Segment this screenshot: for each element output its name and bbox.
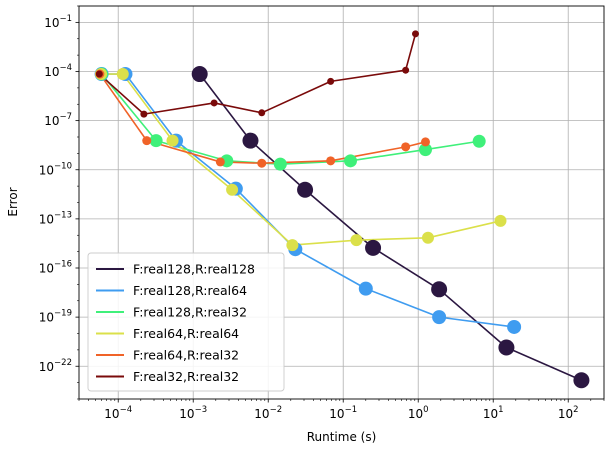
y-tick-exponent: −19 xyxy=(54,309,72,319)
legend-label: F:real128,R:real64 xyxy=(133,283,247,298)
y-tick-mantissa: 10 xyxy=(39,360,54,374)
data-point-series-2 xyxy=(432,310,447,325)
data-point-series-1 xyxy=(498,339,515,356)
y-tick-exponent: −10 xyxy=(54,161,72,171)
x-axis: 10−4 10−3 10−2 10−1 100 101 102 xyxy=(78,399,605,421)
data-point-series-3 xyxy=(273,157,287,171)
x-tick-exponent: 0 xyxy=(423,405,428,415)
x-tick-exponent: −1 xyxy=(345,405,358,415)
x-axis-label: Runtime (s) xyxy=(307,430,377,444)
x-tick-label: 100 xyxy=(408,405,429,421)
data-point-series-6 xyxy=(210,99,218,107)
y-tick-label: 10−13 xyxy=(39,210,72,226)
x-tick-label: 101 xyxy=(483,405,504,421)
data-point-series-4 xyxy=(350,234,363,247)
data-point-series-3 xyxy=(149,134,163,148)
x-tick-mantissa: 10 xyxy=(408,407,423,421)
x-tick-exponent: −3 xyxy=(195,405,208,415)
y-tick-label: 10−4 xyxy=(44,63,72,79)
y-tick-label: 10−16 xyxy=(39,260,72,276)
data-point-series-6 xyxy=(258,109,266,117)
series-line-2 xyxy=(101,73,515,328)
x-tick-mantissa: 10 xyxy=(104,407,119,421)
data-point-series-5 xyxy=(142,136,152,146)
y-tick-label: 10−19 xyxy=(39,309,72,325)
y-tick-exponent: −16 xyxy=(54,260,72,270)
y-axis-label: Error xyxy=(6,187,20,216)
y-tick-exponent: −13 xyxy=(54,210,72,220)
y-tick-mantissa: 10 xyxy=(39,163,54,177)
data-point-series-6 xyxy=(412,30,419,38)
data-point-series-1 xyxy=(297,181,314,198)
series-markers xyxy=(94,30,590,389)
data-point-series-5 xyxy=(401,142,411,152)
y-tick-label: 10−7 xyxy=(44,112,72,128)
y-tick-mantissa: 10 xyxy=(39,262,54,276)
data-point-series-3 xyxy=(418,143,432,157)
x-tick-exponent: −2 xyxy=(270,405,283,415)
legend-label: F:real128,R:real32 xyxy=(133,305,247,320)
data-point-series-3 xyxy=(472,134,486,148)
x-tick-label: 10−2 xyxy=(254,405,282,421)
legend-label: F:real64,R:real64 xyxy=(133,326,239,341)
y-tick-label: 10−10 xyxy=(39,161,72,177)
data-point-series-2 xyxy=(358,281,373,296)
legend-box xyxy=(87,252,285,392)
y-tick-mantissa: 10 xyxy=(39,212,54,226)
x-tick-mantissa: 10 xyxy=(483,407,498,421)
data-point-series-4 xyxy=(116,68,129,81)
data-point-series-3 xyxy=(343,154,357,168)
data-point-series-1 xyxy=(242,132,259,149)
data-point-series-5 xyxy=(215,157,225,167)
x-tick-mantissa: 10 xyxy=(329,407,344,421)
y-tick-mantissa: 10 xyxy=(44,16,59,30)
data-point-series-4 xyxy=(226,183,239,196)
y-tick-label: 10−22 xyxy=(39,358,72,374)
y-tick-exponent: −4 xyxy=(59,63,72,73)
data-point-series-6 xyxy=(402,66,410,74)
x-tick-mantissa: 10 xyxy=(254,407,269,421)
legend: F:real128,R:real128 F:real128,R:real64 F:r… xyxy=(87,252,285,392)
y-tick-exponent: −1 xyxy=(59,14,72,24)
data-point-series-4 xyxy=(494,214,507,227)
x-tick-mantissa: 10 xyxy=(558,407,573,421)
y-tick-mantissa: 10 xyxy=(39,311,54,325)
data-point-series-4 xyxy=(166,134,179,147)
y-tick-mantissa: 10 xyxy=(44,114,59,128)
y-tick-exponent: −7 xyxy=(59,112,72,122)
data-point-series-2 xyxy=(507,319,522,334)
data-point-series-1 xyxy=(191,66,208,83)
data-point-series-4 xyxy=(421,231,434,244)
data-point-series-1 xyxy=(573,372,590,389)
y-tick-exponent: −22 xyxy=(54,358,72,368)
data-point-series-6 xyxy=(327,77,335,85)
x-tick-mantissa: 10 xyxy=(179,407,194,421)
y-tick-mantissa: 10 xyxy=(44,65,59,79)
x-tick-label: 10−3 xyxy=(179,405,207,421)
legend-label: F:real128,R:real128 xyxy=(133,262,255,277)
x-tick-exponent: 1 xyxy=(498,405,503,415)
data-point-series-1 xyxy=(431,281,448,298)
data-point-series-5 xyxy=(326,156,336,166)
data-point-series-4 xyxy=(286,239,299,252)
legend-label: F:real32,R:real32 xyxy=(133,369,239,384)
x-tick-label: 102 xyxy=(558,405,579,421)
data-point-series-1 xyxy=(365,239,382,256)
x-tick-exponent: 2 xyxy=(573,405,578,415)
y-tick-label: 10−1 xyxy=(44,14,72,30)
data-point-series-6 xyxy=(95,70,103,78)
legend-label: F:real64,R:real32 xyxy=(133,348,239,363)
data-point-series-5 xyxy=(257,158,267,168)
x-tick-label: 10−1 xyxy=(329,405,357,421)
data-point-series-6 xyxy=(140,110,148,118)
series-line-4 xyxy=(101,73,501,246)
x-tick-exponent: −4 xyxy=(120,405,133,415)
data-point-series-5 xyxy=(420,137,430,147)
x-tick-label: 10−4 xyxy=(104,405,132,421)
